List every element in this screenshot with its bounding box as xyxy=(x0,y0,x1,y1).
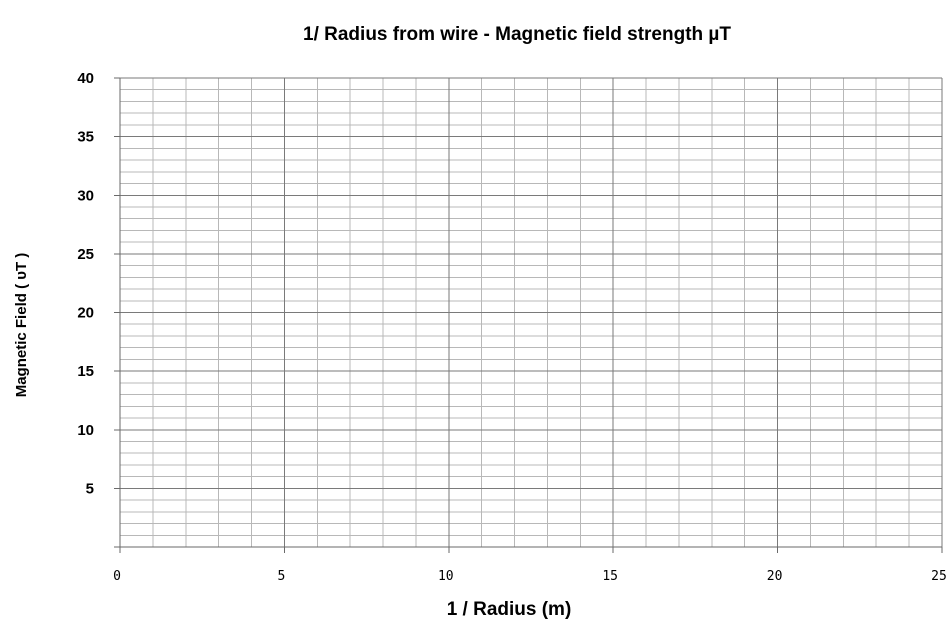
x-tick-label: 5 xyxy=(277,569,285,584)
x-axis-title: 1 / Radius (m) xyxy=(447,599,572,620)
x-tick-label: 25 xyxy=(931,569,947,584)
y-tick-labels: 5 10 15 20 25 30 35 40 xyxy=(77,70,94,497)
y-tick-label: 15 xyxy=(77,363,94,380)
x-tick-label: 10 xyxy=(438,569,454,584)
y-tick-label: 10 xyxy=(77,422,94,439)
grid xyxy=(120,77,943,547)
y-tick-label: 40 xyxy=(77,70,94,87)
y-tick-label: 20 xyxy=(77,305,94,322)
chart-title: 1/ Radius from wire - Magnetic field str… xyxy=(303,24,731,45)
y-tick-label: 35 xyxy=(77,129,94,146)
y-tick-label: 30 xyxy=(77,187,94,204)
x-tick-label: 20 xyxy=(767,569,783,584)
y-tick-label: 5 xyxy=(86,480,94,497)
x-tick-label: 15 xyxy=(602,569,618,584)
y-tick-label: 25 xyxy=(77,246,94,263)
x-tick-labels: 0 5 10 15 20 25 xyxy=(113,569,947,584)
y-axis-title: Magnetic Field ( υT ) xyxy=(13,253,30,398)
axes xyxy=(114,77,943,553)
x-tick-label: 0 xyxy=(113,569,121,584)
